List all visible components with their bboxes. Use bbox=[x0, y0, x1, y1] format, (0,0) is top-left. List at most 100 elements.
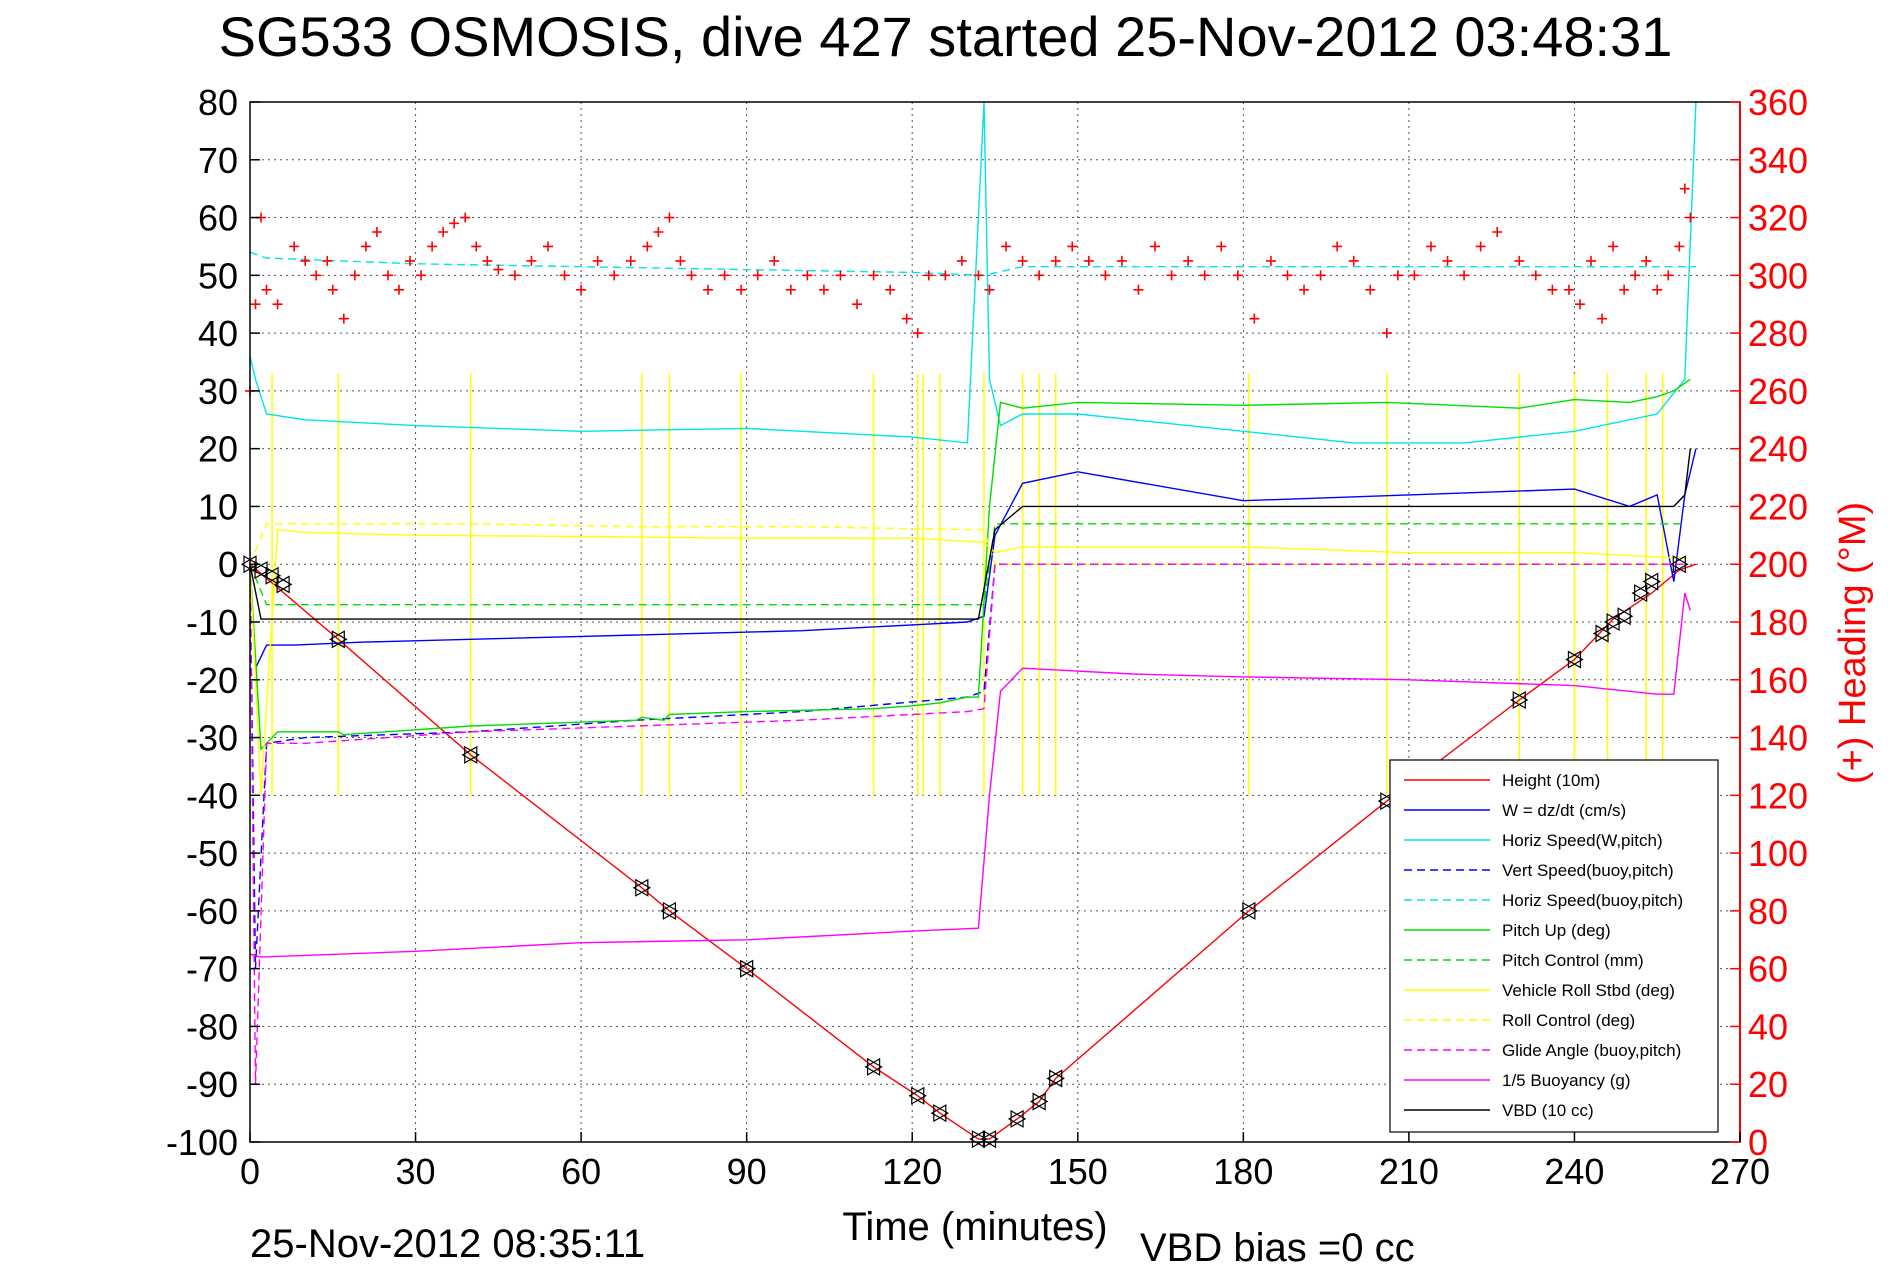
gc-marker-right bbox=[1606, 612, 1623, 632]
series-2-line bbox=[249, 101, 1697, 444]
legend-box bbox=[1389, 759, 1719, 1133]
gc-marker-right bbox=[971, 1130, 988, 1149]
heading-point bbox=[371, 227, 382, 237]
heading-point bbox=[559, 270, 570, 281]
heading-point bbox=[901, 313, 912, 324]
series-11-line bbox=[249, 448, 1691, 620]
footer-date: 25-Nov-2012 08:35:11 bbox=[250, 1222, 646, 1266]
heading-point bbox=[1348, 255, 1359, 266]
series-6-line bbox=[249, 523, 1685, 606]
x-axis-label: Time (minutes) bbox=[842, 1205, 1107, 1249]
left-tick-label: 40 bbox=[198, 313, 238, 354]
heading-point bbox=[394, 284, 404, 295]
heading-point bbox=[703, 284, 714, 295]
gc-marker-right bbox=[635, 878, 652, 897]
heading-point bbox=[1282, 270, 1293, 281]
right-tick-label: 100 bbox=[1748, 833, 1808, 874]
left-tick-label: 10 bbox=[198, 486, 238, 527]
heading-point bbox=[1652, 284, 1663, 295]
heading-point bbox=[360, 241, 371, 252]
heading-point bbox=[1574, 299, 1585, 310]
heading-point bbox=[1530, 270, 1541, 281]
gc-marker-right bbox=[1380, 792, 1397, 811]
right-tick-label: 240 bbox=[1748, 429, 1808, 470]
heading-point bbox=[686, 270, 697, 281]
gc-marker-right bbox=[243, 555, 260, 574]
gc-marker-left bbox=[1565, 650, 1582, 669]
legend: Height (10m) W = dz/dt (cm/s) Horiz Speed(… bbox=[1389, 759, 1719, 1133]
heading-point bbox=[653, 227, 664, 237]
right-tick-label: 220 bbox=[1748, 486, 1808, 527]
left-tick-label: -30 bbox=[186, 718, 238, 759]
gc-marker-right bbox=[265, 566, 282, 585]
heading-point bbox=[471, 241, 482, 252]
series-layer bbox=[240, 101, 1697, 1149]
gc-marker-right bbox=[933, 1104, 950, 1123]
heading-point bbox=[1083, 255, 1094, 266]
legend-entry: W = dz/dt (cm/s) bbox=[1502, 801, 1626, 820]
heading-point bbox=[1365, 284, 1376, 295]
legend-entry: Glide Angle (buoy,pitch) bbox=[1502, 1041, 1681, 1060]
heading-point bbox=[1597, 313, 1608, 324]
heading-point bbox=[1392, 270, 1403, 281]
gc-marker-right bbox=[1595, 624, 1612, 643]
x-tick-label: 240 bbox=[1544, 1151, 1604, 1192]
gc-marker-right bbox=[1617, 607, 1634, 626]
heading-point bbox=[1409, 270, 1420, 281]
heading-point bbox=[1641, 255, 1652, 266]
x-axis: 0 30 60 90 120 150 180 210 240 270 bbox=[240, 1132, 1770, 1192]
heading-point bbox=[1183, 255, 1194, 266]
heading-point bbox=[1265, 255, 1276, 266]
right-tick-label: 360 bbox=[1748, 82, 1808, 123]
series-3-line bbox=[249, 563, 1685, 969]
heading-point bbox=[338, 313, 349, 324]
series-10-line bbox=[249, 592, 1691, 958]
heading-point bbox=[509, 270, 520, 281]
left-tick-label: -70 bbox=[186, 949, 238, 990]
x-tick-label: 60 bbox=[561, 1151, 601, 1192]
right-tick-label: 260 bbox=[1748, 371, 1808, 412]
heading-point bbox=[576, 284, 587, 295]
heading-point bbox=[719, 270, 730, 281]
heading-point bbox=[1116, 255, 1127, 266]
right-tick-label: 300 bbox=[1748, 255, 1808, 296]
heading-point bbox=[736, 284, 747, 295]
gc-marker-left bbox=[969, 1130, 986, 1149]
left-tick-label: 0 bbox=[218, 544, 238, 585]
heading-point bbox=[460, 212, 471, 223]
heading-point bbox=[543, 241, 553, 252]
heading-point bbox=[1679, 183, 1690, 194]
gc-marker-right bbox=[1645, 572, 1661, 591]
right-tick-label: 320 bbox=[1748, 198, 1808, 239]
gc-marker-left bbox=[908, 1086, 925, 1105]
heading-point bbox=[1133, 284, 1144, 295]
left-tick-label: 50 bbox=[198, 255, 238, 296]
gc-marker-left bbox=[1046, 1069, 1063, 1088]
x-tick-label: 210 bbox=[1379, 1151, 1439, 1192]
heading-point bbox=[752, 270, 763, 281]
x-tick-label: 180 bbox=[1213, 1151, 1273, 1192]
heading-point bbox=[592, 255, 603, 266]
gc-marker-right bbox=[1512, 690, 1529, 710]
heading-point bbox=[1442, 255, 1453, 266]
gc-marker-left bbox=[1642, 572, 1659, 591]
heading-point bbox=[322, 255, 333, 266]
right-axis: 0 20 40 60 80 100 120 140 160 180 200 220 240 260 280 3… bbox=[1730, 82, 1808, 1163]
heading-point bbox=[802, 270, 813, 281]
heading-point bbox=[1150, 241, 1161, 252]
x-tick-label: 270 bbox=[1710, 1151, 1770, 1192]
heading-point bbox=[642, 241, 653, 252]
heading-point bbox=[382, 270, 393, 281]
legend-entry: 1/5 Buoyancy (g) bbox=[1502, 1071, 1631, 1090]
legend-entry: Pitch Up (deg) bbox=[1502, 921, 1611, 940]
heading-point bbox=[261, 284, 272, 295]
right-tick-label: 0 bbox=[1748, 1122, 1768, 1163]
heading-point bbox=[1050, 255, 1061, 266]
heading-point bbox=[1630, 270, 1641, 281]
heading-point bbox=[1492, 227, 1503, 237]
gc-marker-left bbox=[1510, 690, 1526, 710]
left-tick-label: 80 bbox=[198, 82, 238, 123]
left-tick-label: -80 bbox=[186, 1006, 238, 1047]
heading-point bbox=[818, 284, 829, 295]
